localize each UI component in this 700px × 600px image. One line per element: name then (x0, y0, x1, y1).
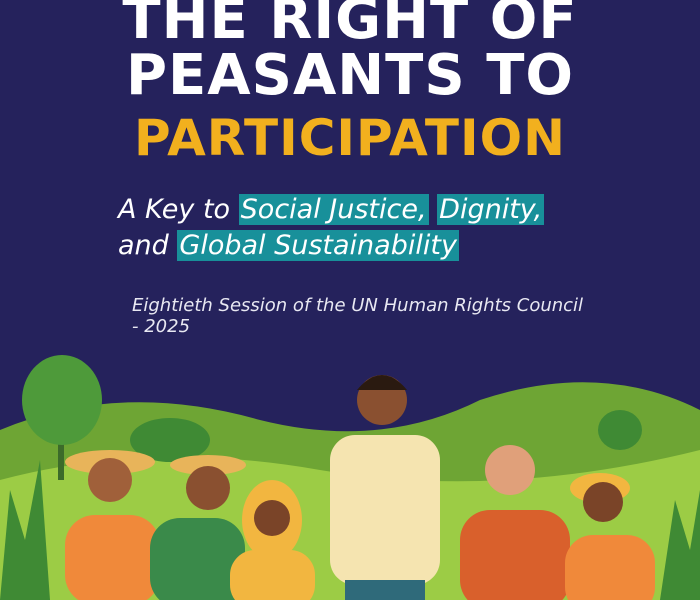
tree-icon (22, 355, 102, 480)
session-text: Eightieth Session of the UN Human Rights… (132, 295, 584, 337)
peasants-illustration (0, 355, 700, 600)
person-speaking (330, 375, 440, 600)
subtitle-prefix: A Key to (118, 194, 239, 225)
person-man-beard (150, 455, 246, 600)
highlight-social-justice: Social Justice, (238, 194, 429, 225)
subtitle-line-1: A Key to Social Justice, Dignity, (118, 192, 545, 228)
subtitle-prefix-2: and (118, 230, 178, 261)
title-line-2: PEASANTS TO (125, 43, 574, 108)
title-line-1: THE RIGHT OF (122, 0, 578, 52)
title-line-3: PARTICIPATION (134, 109, 566, 167)
leaves-icon (0, 460, 50, 600)
person-man-cap (565, 473, 655, 600)
person-woman-hat (65, 450, 160, 600)
leaves-icon (660, 490, 700, 600)
person-woman-headscarf (230, 480, 315, 600)
bush-icon (598, 410, 642, 450)
bush-icon (130, 418, 210, 462)
highlight-dignity: Dignity, (437, 194, 545, 225)
highlight-global-sustainability: Global Sustainability (177, 230, 459, 261)
person-man-orange-shirt (460, 445, 570, 600)
subtitle-line-2: and Global Sustainability (118, 228, 459, 264)
